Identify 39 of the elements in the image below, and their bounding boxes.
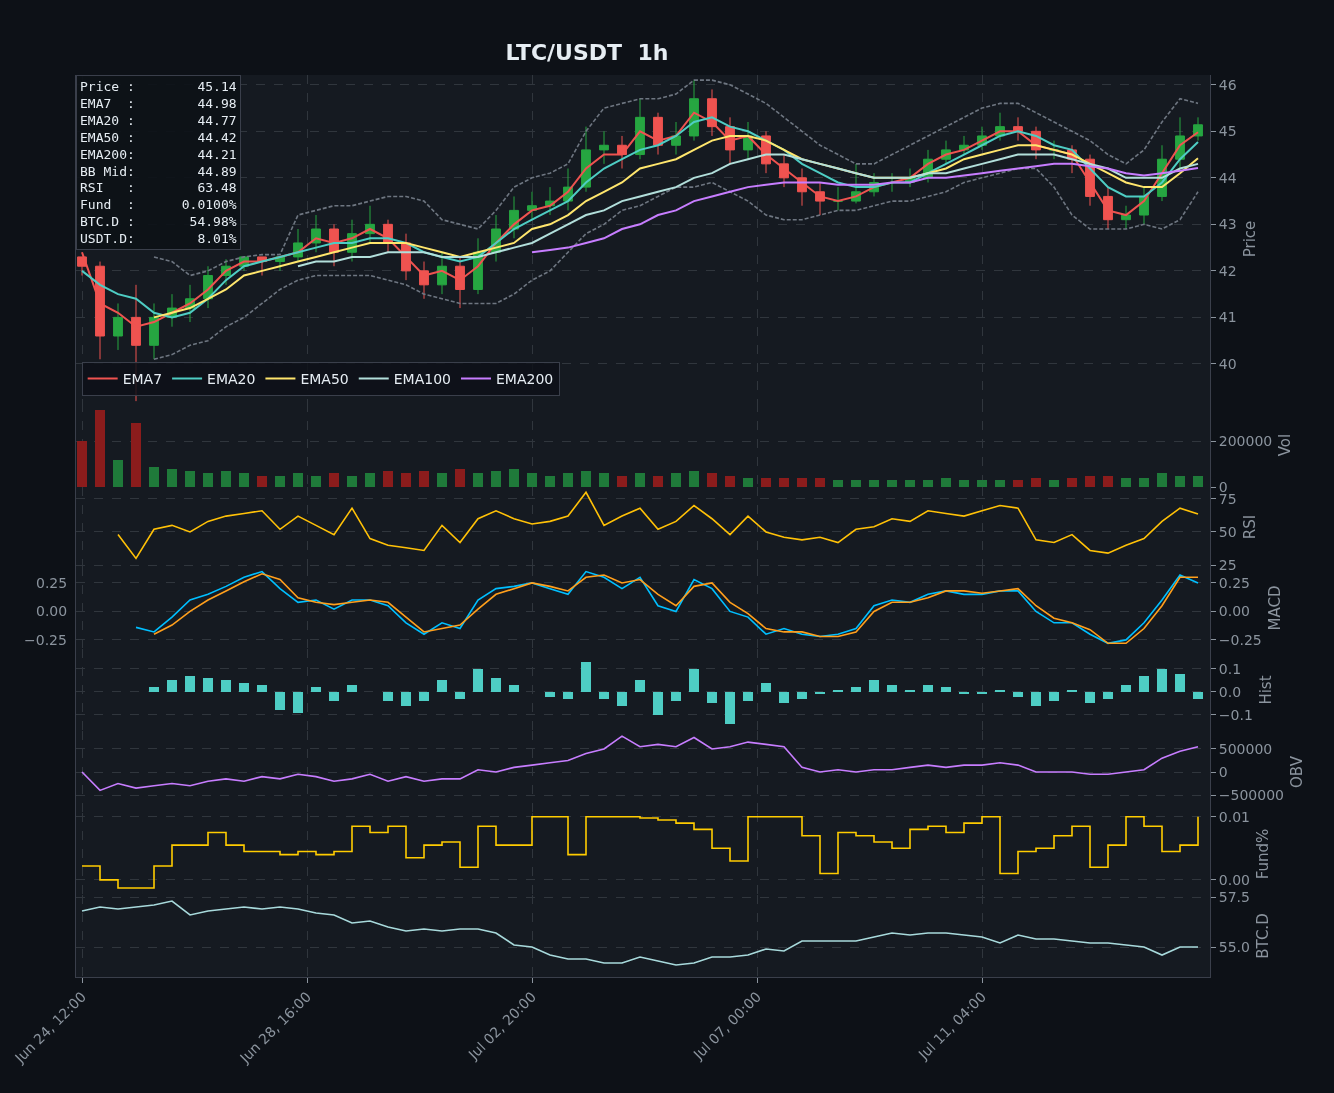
y-axis-title: BTC.D — [1253, 913, 1272, 959]
y-tick-label: 0.0 — [1218, 683, 1242, 700]
y-tick-label: 0.1 — [1218, 660, 1242, 677]
chart-title: LTC/USDT 1h — [505, 39, 669, 65]
y-tick-label: 0.01 — [1218, 808, 1250, 825]
y-tick-label: 25 — [1218, 556, 1237, 573]
y-tick-label: 500000 — [1218, 740, 1273, 757]
y-tick-label: 42 — [1218, 262, 1237, 279]
legend-label: EMA7 — [122, 370, 163, 387]
y-axis-title: Fund% — [1253, 828, 1272, 880]
legend-label: EMA50 — [300, 370, 349, 387]
y-tick-label: 45 — [1218, 123, 1237, 140]
y-tick-label: 46 — [1218, 76, 1237, 93]
y-tick-label: 0 — [1218, 763, 1228, 780]
legend-label: EMA20 — [207, 370, 256, 387]
y-tick-label: 55.0 — [1218, 938, 1250, 955]
y-tick-label: 0.00 — [1218, 871, 1250, 888]
y-tick-label: 0.00 — [36, 603, 68, 619]
y-tick-label: 0.25 — [36, 575, 68, 591]
y-tick-label: 0 — [1218, 478, 1228, 495]
y-tick-label: 40 — [1218, 355, 1237, 372]
y-tick-label: −0.1 — [1218, 706, 1253, 723]
y-axis-title: Hist — [1256, 675, 1275, 705]
y-tick-label: 200000 — [1218, 433, 1273, 450]
y-axis-title: RSI — [1240, 514, 1259, 540]
y-tick-label: 43 — [1218, 216, 1237, 233]
y-axis-title: Price — [1240, 220, 1259, 258]
text: Price : 45.14 EMA7 : 44.98 EMA20 : 44.77 EMA50 : 44.42 EMA200: 44.21 BB Mid: 44.89 RSI : 63.48 Fund : 0.0100% BTC.D : 54.98% USDT.D: 8.01% — [80, 79, 237, 247]
y-tick-label: 44 — [1218, 169, 1237, 186]
y-tick-label: −0.25 — [24, 632, 67, 648]
y2-axis-title: MACD — [1265, 585, 1284, 631]
legend-label: EMA100 — [393, 370, 451, 387]
y-tick-label: 50 — [1218, 523, 1237, 540]
y-axis-title: Vol — [1276, 433, 1295, 457]
legend-label: EMA200 — [495, 370, 554, 387]
y-tick-label: −500000 — [1218, 786, 1284, 803]
y-tick-label: 57.5 — [1218, 888, 1250, 905]
y-axis-title: OBV — [1287, 755, 1306, 788]
y-tick-label: 41 — [1218, 309, 1237, 326]
